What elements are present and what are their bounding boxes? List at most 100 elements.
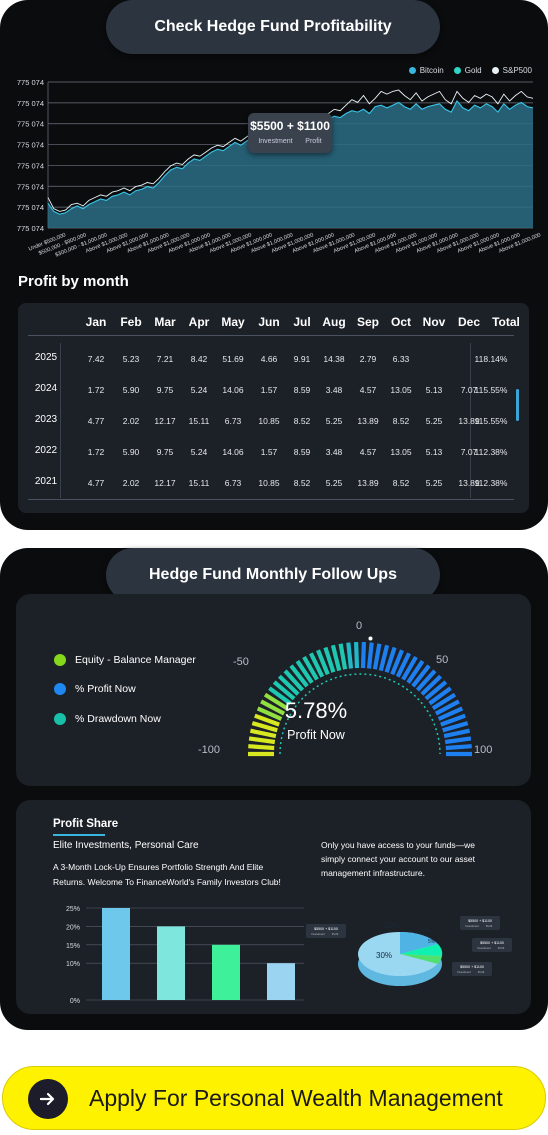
legend-drawdown-now[interactable]: % Drawdown Now — [54, 713, 161, 725]
column-header: Jun — [258, 315, 280, 329]
table-cell: 13.89 — [458, 478, 480, 488]
table-cell: 9.75 — [156, 447, 174, 457]
gauge-segment — [260, 699, 286, 716]
gauge-segment — [366, 642, 374, 669]
column-header: Total — [492, 315, 520, 329]
y-tick-label: 775 074 — [17, 224, 44, 233]
gauge-segment — [390, 649, 404, 676]
table-scrollbar[interactable] — [516, 389, 519, 421]
gauge-segment — [395, 652, 411, 678]
y-tick-label: 775 074 — [17, 203, 44, 212]
gauge-panel: Equity - Balance Manager % Profit Now % … — [16, 594, 531, 786]
legend-dot-icon — [491, 67, 499, 74]
table-cell: 14.38 — [323, 354, 345, 364]
table-cell: 13.05 — [390, 447, 412, 457]
gauge-segment — [249, 728, 277, 739]
table-cell: 2.79 — [359, 354, 377, 364]
gauge-segment — [323, 646, 336, 673]
title-underline — [53, 834, 105, 836]
gauge-segment — [272, 680, 296, 701]
pie-card-left: Investment — [457, 970, 471, 974]
table-cell: 6.73 — [224, 416, 242, 426]
column-header: Mar — [154, 315, 176, 329]
table-cell: 8.52 — [293, 478, 311, 488]
table-cell: 5.25 — [325, 416, 343, 426]
gauge-segment — [277, 674, 300, 696]
legend-dot-icon — [54, 683, 66, 695]
table-header: Jan Feb Mar Apr May Jun Jul Aug Sep Oct Nov Dec Tota… — [18, 311, 529, 337]
pie-label: 5% — [428, 939, 436, 945]
gauge-segment — [346, 642, 354, 669]
table-row[interactable]: 2025 7.42 5.23 7.21 8.42 51.69 4.66 9.91 14.38 2.… — [18, 351, 529, 371]
y-tick-label: 775 074 — [17, 182, 44, 191]
pie-card-right: Profit — [478, 970, 485, 974]
profit-share-bar-chart: 25% 20% 15% 10% 0% — [66, 906, 304, 1005]
profit-share-subtitle: Elite Investments, Personal Care — [53, 840, 199, 851]
pie-label: 30% — [376, 951, 392, 960]
gauge-segment — [437, 706, 464, 721]
pie-card-left: Investment — [477, 946, 491, 950]
table-cell: 4.66 — [260, 354, 278, 364]
legend-equity-balance[interactable]: Equity - Balance Manager — [54, 654, 196, 666]
table-cell: 5.13 — [425, 447, 443, 457]
gauge-segment — [254, 713, 280, 727]
column-header: Apr — [188, 315, 210, 329]
gauge-segment — [443, 728, 471, 739]
table-cell: 8.59 — [293, 447, 311, 457]
table-row[interactable]: 2024 1.72 5.90 9.75 5.24 14.06 1.57 8.59 3.48 4.5… — [18, 382, 529, 402]
table-row[interactable]: 2022 1.72 5.90 9.75 5.24 14.06 1.57 8.59 3.48 4.5… — [18, 444, 529, 464]
y-tick-label: 775 074 — [17, 141, 44, 150]
table-cell: 8.52 — [293, 416, 311, 426]
bar-y-tick: 20% — [66, 924, 80, 931]
table-cell: 13.05 — [390, 385, 412, 395]
tooltip-left-label: Investment — [258, 138, 293, 145]
bar-y-tick: 0% — [70, 998, 80, 1005]
table-cell: 9.75 — [156, 385, 174, 395]
table-cell: 13.89 — [357, 478, 379, 488]
pie-label: 15% — [420, 928, 431, 934]
pie-card-value: $5500 + $1100 — [480, 941, 504, 945]
gauge-segment — [401, 655, 418, 681]
pie-label: 50% — [384, 921, 400, 930]
table-cell: 5.24 — [190, 447, 208, 457]
legend-item-gold[interactable]: Gold — [453, 66, 482, 75]
legend-item-bitcoin[interactable]: Bitcoin — [408, 66, 444, 75]
gauge-segment — [428, 686, 452, 706]
profitability-title: Check Hedge Fund Profitability — [106, 0, 440, 54]
table-cell: 5.90 — [122, 447, 140, 457]
table-cell: 5.25 — [325, 478, 343, 488]
table-row[interactable]: 2021 4.77 2.02 12.17 15.11 6.73 10.85 8.52 5.25 1… — [18, 475, 529, 495]
table-cell: 4.57 — [359, 447, 377, 457]
legend-dot-icon — [408, 67, 416, 74]
y-tick-label: 775 074 — [17, 120, 44, 129]
profitability-area-chart[interactable]: 775 074 775 074 775 074 775 074 775 074 775 0… — [0, 60, 548, 270]
apply-button-label: Apply For Personal Wealth Management — [89, 1085, 503, 1111]
table-cell: 5.90 — [122, 385, 140, 395]
gauge-segment — [251, 721, 278, 733]
legend-label: % Profit Now — [75, 683, 136, 695]
table-cell: 8.52 — [392, 416, 410, 426]
apply-wealth-management-button[interactable]: Apply For Personal Wealth Management — [2, 1066, 546, 1130]
table-cell: 3.48 — [325, 447, 343, 457]
gauge-segment — [309, 652, 325, 678]
table-cell: 12.17 — [154, 416, 176, 426]
table-cell: 4.77 — [87, 478, 105, 488]
legend-label: S&P500 — [502, 66, 532, 75]
table-row[interactable]: 2023 4.77 2.02 12.17 15.11 6.73 10.85 8.52 5.25 1… — [18, 413, 529, 433]
pie-card-value: $5500 + $1100 — [468, 919, 492, 923]
year-column-divider — [60, 343, 61, 498]
gauge-segment — [372, 643, 382, 670]
bar — [102, 908, 130, 1000]
legend-profit-now[interactable]: % Profit Now — [54, 683, 136, 695]
legend-dot-icon — [54, 654, 66, 666]
table-cell: 7.07 — [460, 447, 478, 457]
column-header: Aug — [322, 315, 346, 329]
y-tick-label: 775 074 — [17, 78, 44, 87]
total-column-divider — [470, 343, 471, 498]
legend-item-sp500[interactable]: S&P500 — [491, 66, 532, 75]
table-cell: 8.42 — [190, 354, 208, 364]
table-cell: 5.23 — [122, 354, 140, 364]
gauge-segment — [444, 736, 472, 745]
